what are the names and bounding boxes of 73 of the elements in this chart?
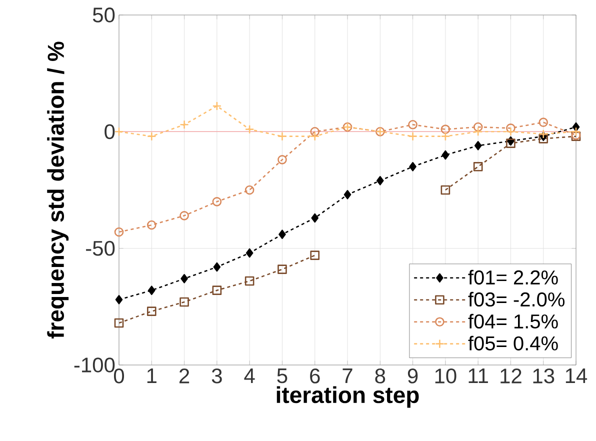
point xyxy=(310,132,320,141)
point xyxy=(310,250,320,260)
point xyxy=(146,132,156,141)
point xyxy=(278,155,287,164)
point xyxy=(538,129,548,139)
legend-label: f01= 2.2% xyxy=(468,270,558,285)
x-tick-label: 0 xyxy=(114,368,124,384)
x-tick-label: 14 xyxy=(566,368,588,383)
x-tick-label: 10 xyxy=(435,368,456,384)
x-tick-label: 3 xyxy=(212,368,222,384)
point xyxy=(115,295,123,304)
x-tick-label: 1 xyxy=(147,368,156,383)
point xyxy=(473,162,483,172)
point xyxy=(278,264,287,274)
point xyxy=(440,124,450,134)
point xyxy=(538,134,548,144)
x-axis-title: iteration step xyxy=(276,386,419,408)
point xyxy=(506,124,516,133)
point xyxy=(114,227,124,237)
point xyxy=(146,306,156,316)
x-tick-label: 9 xyxy=(408,368,418,384)
point xyxy=(538,118,548,127)
point xyxy=(278,230,286,239)
point xyxy=(310,127,320,136)
legend-label: f04= 1.5% xyxy=(468,314,558,329)
point xyxy=(474,141,482,150)
x-tick-label: 7 xyxy=(342,368,352,383)
x-tick-label: 4 xyxy=(244,368,255,383)
legend-label: f05= 0.4% xyxy=(468,336,558,350)
y-tick-label: -100 xyxy=(74,358,115,372)
point xyxy=(571,127,581,136)
point xyxy=(212,286,222,295)
point xyxy=(180,274,188,284)
point xyxy=(146,220,156,230)
x-tick-label: 2 xyxy=(180,368,190,384)
x-tick-label: 12 xyxy=(500,368,522,384)
point xyxy=(408,132,418,141)
y-tick-label: -50 xyxy=(86,240,115,256)
x-tick-label: 8 xyxy=(375,368,386,384)
point xyxy=(408,120,418,130)
x-tick-label: 6 xyxy=(310,368,320,384)
y-axis-title: frequency std deviation / % xyxy=(47,42,69,338)
point xyxy=(506,138,516,148)
point xyxy=(114,318,124,328)
point xyxy=(213,262,221,272)
point xyxy=(278,132,287,141)
point xyxy=(376,176,384,186)
x-tick-label: 11 xyxy=(468,368,488,383)
point xyxy=(246,248,254,258)
y-tick-label: 0 xyxy=(104,124,115,140)
point xyxy=(148,286,156,295)
y-tick-label: 50 xyxy=(92,8,115,22)
point xyxy=(506,127,516,136)
point xyxy=(244,276,254,286)
point xyxy=(473,127,483,136)
point xyxy=(473,122,483,132)
point xyxy=(180,297,189,307)
point xyxy=(409,162,416,172)
x-tick-label: 13 xyxy=(533,368,554,384)
point xyxy=(180,211,189,220)
point xyxy=(180,120,189,130)
point xyxy=(344,190,352,200)
x-tick-label: 5 xyxy=(277,368,288,384)
legend-label: f03= -2.0% xyxy=(468,292,564,307)
point xyxy=(212,101,222,111)
point xyxy=(244,124,254,134)
point xyxy=(442,150,450,160)
point xyxy=(311,213,319,223)
point xyxy=(440,132,450,141)
point xyxy=(212,197,222,206)
point xyxy=(440,185,450,195)
point xyxy=(114,127,124,136)
point xyxy=(244,185,254,195)
